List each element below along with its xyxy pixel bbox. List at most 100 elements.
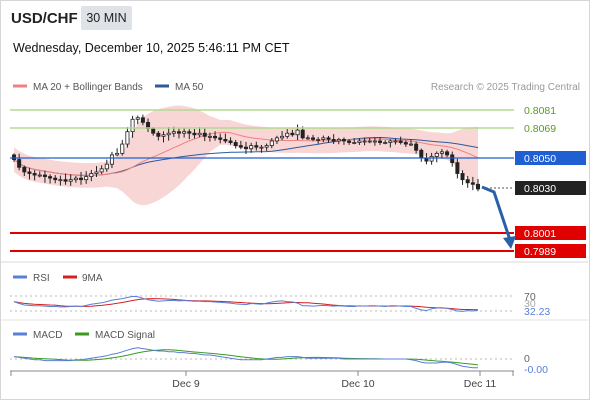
candle-body: [161, 134, 166, 137]
candle-body: [171, 131, 176, 134]
candle-body: [311, 137, 316, 140]
candle-body: [233, 142, 238, 147]
macd-value-label: -0.00: [524, 364, 548, 376]
macd-signal-line: [13, 349, 479, 366]
support-1-tag: [515, 226, 586, 240]
candle-body: [398, 140, 403, 143]
macd-signal-legend-label: MACD Signal: [95, 330, 155, 341]
candle-body: [197, 132, 202, 136]
candle-body: [202, 132, 207, 137]
candle-body: [357, 140, 362, 143]
candle-body: [300, 129, 305, 139]
candle-body: [11, 154, 16, 160]
pivot-label: 0.8050: [524, 153, 556, 165]
candle-body: [218, 137, 223, 140]
current-price-label: 0.8030: [524, 183, 556, 195]
candle-body: [455, 162, 460, 174]
candle-body: [352, 142, 357, 144]
macd-line: [13, 347, 478, 369]
candle-body: [182, 131, 187, 134]
candle-body: [378, 140, 383, 143]
candle-body: [419, 149, 424, 159]
candle-body: [408, 143, 413, 146]
rsi-30-label: 30: [524, 298, 536, 310]
candle-body: [135, 117, 140, 120]
candle-body: [264, 145, 269, 148]
candle-body: [42, 174, 47, 177]
candle-body: [22, 166, 27, 173]
candle-body: [470, 182, 475, 185]
x-tick-label: Dec 9: [172, 378, 200, 390]
candle-body: [99, 168, 104, 173]
support-2-label: 0.7989: [524, 246, 556, 258]
resistance-1-label: 0.8069: [524, 123, 556, 135]
rsi-value-label: 32.23: [524, 306, 550, 318]
candle-body: [17, 159, 22, 168]
candle-body: [316, 139, 321, 141]
rsi-ma-legend-label: 9MA: [82, 273, 103, 284]
candle-body: [341, 139, 346, 142]
candle-body: [393, 140, 398, 143]
candle-body: [166, 132, 171, 136]
support-1-label: 0.8001: [524, 228, 556, 240]
candle-body: [254, 145, 259, 148]
candle-body: [450, 154, 455, 164]
candle-body: [27, 171, 32, 174]
candle-body: [192, 132, 197, 136]
candle-body: [439, 151, 444, 154]
candle-body: [63, 179, 68, 182]
candle-body: [238, 145, 243, 148]
candle-body: [383, 142, 388, 144]
candle-body: [414, 143, 419, 151]
candle-body: [331, 139, 336, 142]
candle-body: [367, 140, 372, 143]
candle-body: [187, 131, 192, 134]
candle-body: [213, 135, 218, 139]
candle-body: [115, 152, 120, 156]
candle-body: [228, 140, 233, 143]
candle-body: [140, 117, 145, 123]
candle-body: [68, 179, 73, 182]
x-tick-label: Dec 11: [464, 378, 497, 390]
rsi-line: [13, 295, 479, 312]
research-credit: Research © 2025 Trading Central: [431, 82, 580, 93]
candle-body: [460, 173, 465, 181]
forecast-arrow: [481, 185, 512, 241]
candle-body: [104, 163, 109, 170]
candle-body: [109, 154, 114, 165]
pivot-tag: [515, 151, 586, 165]
forecast-arrowhead-icon: [503, 236, 516, 249]
candle-body: [156, 132, 161, 137]
candlestick-series: [11, 114, 480, 192]
candle-body: [94, 171, 99, 174]
candle-body: [151, 128, 156, 134]
candle-body: [434, 152, 439, 157]
x-tick-label: Dec 10: [341, 378, 374, 390]
timeframe-button[interactable]: 30 MIN: [81, 6, 132, 30]
candle-body: [372, 140, 377, 143]
ma50-legend-label: MA 50: [175, 82, 204, 93]
candle-body: [290, 132, 295, 136]
rsi-legend-label: RSI: [33, 273, 50, 284]
candle-body: [285, 132, 290, 137]
resistance-2-label: 0.8081: [524, 105, 556, 117]
candle-body: [120, 143, 125, 154]
candle-body: [295, 129, 300, 136]
candle-body: [326, 137, 331, 140]
support-2-tag: [515, 244, 586, 258]
rsi-70-label: 70: [524, 291, 536, 303]
candle-body: [429, 156, 434, 162]
candle-body: [249, 145, 254, 150]
candle-body: [53, 177, 58, 181]
pair-title: USD/CHF: [11, 10, 78, 27]
candle-body: [269, 140, 274, 147]
candle-body: [84, 176, 89, 181]
candle-body: [280, 135, 285, 139]
current-price-tag: [515, 181, 586, 195]
candle-body: [305, 137, 310, 140]
candle-body: [79, 177, 84, 181]
candle-body: [243, 146, 248, 150]
candle-body: [465, 179, 470, 184]
candle-body: [336, 139, 341, 142]
